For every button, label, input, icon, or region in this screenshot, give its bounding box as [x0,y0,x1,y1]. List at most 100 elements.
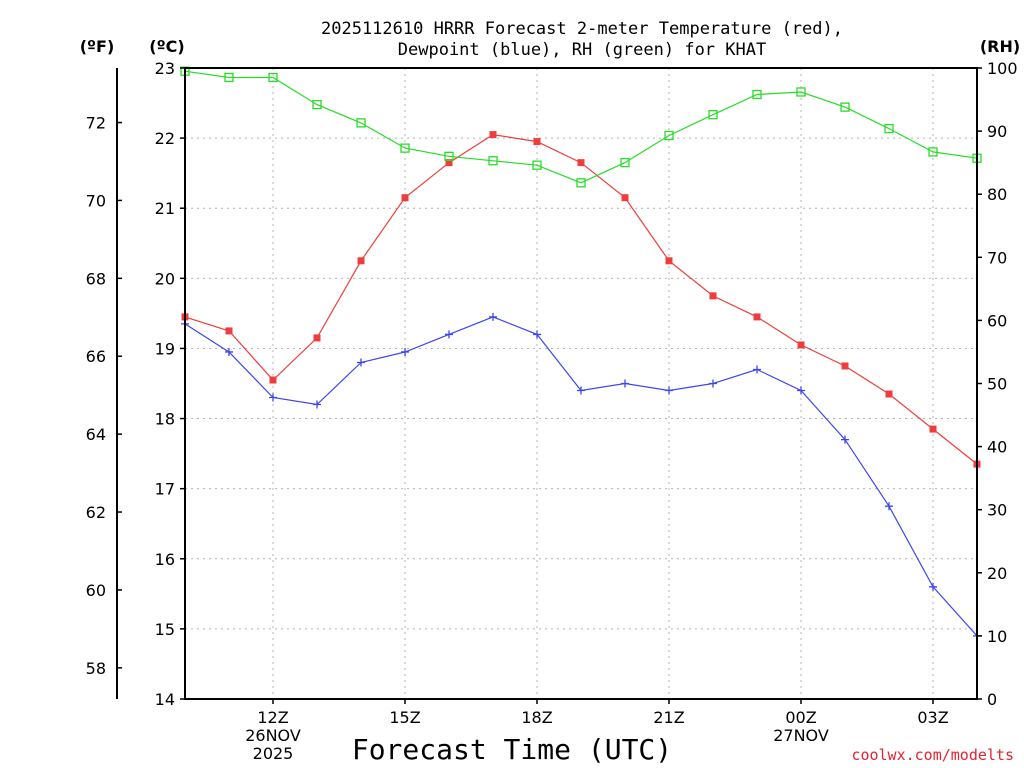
chart-title-line-1: 2025112610 HRRR Forecast 2-meter Tempera… [321,19,843,39]
rh-marker [620,157,630,168]
x-tick-date: 27NOV [773,726,829,745]
celsius-tick-label: 20 [155,269,175,288]
dewpoint-marker [533,330,541,339]
celsius-tick-label: 22 [155,129,175,148]
rh-tick-label: 10 [987,627,1007,646]
x-axis-title: Forecast Time (UTC) [352,733,672,766]
rh-tick-label: 30 [987,501,1007,520]
temperature-marker [577,159,585,167]
rh-tick-label: 50 [987,375,1007,394]
temperature-marker [709,292,717,300]
rh-marker [444,151,454,161]
rh-marker [488,156,498,166]
temperature-marker [225,327,233,335]
rh-marker [356,118,366,128]
dewpoint-marker [357,358,365,367]
rh-tick-label: 20 [987,564,1007,583]
celsius-tick-label: 17 [155,480,175,499]
dewpoint-marker [577,386,585,395]
celsius-tick-label: 21 [155,199,175,218]
dewpoint-marker [445,330,453,339]
fahrenheit-tick-label: 72 [86,114,106,133]
rh-marker [664,130,674,141]
rh-marker [224,72,234,83]
rh-marker [752,89,762,100]
temperature-marker [533,138,541,146]
dewpoint-marker [401,347,409,356]
x-tick-label: 18Z [521,708,552,727]
fahrenheit-tick-label: 58 [86,659,106,678]
rh-marker [884,123,894,134]
x-tick-year: 2025 [253,744,294,763]
dewpoint-marker [489,312,497,321]
x-tick-label: 15Z [389,708,420,727]
temperature-marker [445,159,453,167]
series-layer [180,66,982,640]
dewpoint-marker [665,386,673,395]
rh-marker [796,87,806,97]
temperature-marker [313,334,321,342]
x-tick-label: 12Z [257,708,288,727]
rh-marker [312,99,322,110]
temperature-marker [665,257,673,265]
fahrenheit-unit-label: (ºF) [80,37,115,56]
temperature-marker [621,194,629,202]
celsius-tick-label: 23 [155,59,175,78]
dewpoint-marker [709,379,717,388]
source-credit: coolwx.com/modelts [851,746,1014,764]
rh-marker [532,160,542,170]
dewpoint-marker [885,502,893,511]
dewpoint-marker [225,347,233,356]
rh-marker [708,110,718,120]
celsius-tick-label: 18 [155,410,175,429]
dewpoint-marker [929,582,937,591]
x-tick-label: 03Z [917,708,948,727]
dewpoint-series-line [184,316,978,637]
dewpoint-marker [269,393,277,402]
celsius-tick-label: 16 [155,550,175,569]
temperature-marker [753,313,761,321]
fahrenheit-tick-label: 66 [86,347,106,366]
temperature-marker [401,194,409,202]
rh-marker [840,102,850,112]
temperature-marker [269,376,277,384]
rh-tick-label: 40 [987,438,1007,457]
rh-series-line [184,70,978,184]
chart-title-line-2: Dewpoint (blue), RH (green) for KHAT [398,40,766,60]
dewpoint-marker [797,386,805,395]
temperature-series-line [184,133,978,465]
x-tick-date: 26NOV [245,726,301,745]
fahrenheit-tick-label: 68 [86,269,106,288]
celsius-tick-label: 19 [155,339,175,358]
rh-tick-label: 0 [987,690,997,709]
fahrenheit-tick-label: 64 [86,425,106,444]
rh-tick-label: 80 [987,185,1007,204]
temperature-marker [841,362,849,370]
fahrenheit-tick-label: 62 [86,503,106,522]
temperature-marker [929,425,937,433]
dewpoint-marker [753,365,761,374]
temperature-marker [489,131,497,139]
rh-marker [928,147,938,157]
rh-marker [268,72,278,83]
fahrenheit-tick-label: 60 [86,581,106,600]
rh-tick-label: 70 [987,248,1007,267]
rh-tick-label: 100 [987,59,1018,78]
rh-unit-label: (RH) [980,37,1020,56]
celsius-tick-label: 14 [155,690,175,709]
temperature-marker [885,390,893,398]
dewpoint-marker [621,379,629,388]
axes: 14 15 16 17 18 19 20 21 22 23 58 60 62 64 66 68 70 72 0 10 2… [86,59,1018,763]
x-tick-label: 21Z [653,708,684,727]
dewpoint-marker [313,400,321,409]
rh-marker [576,178,586,188]
celsius-tick-label: 15 [155,620,175,639]
dewpoint-marker [841,435,849,444]
temperature-marker [797,341,805,349]
rh-marker [400,143,410,153]
rh-tick-label: 90 [987,122,1007,141]
fahrenheit-tick-label: 70 [86,191,106,210]
temperature-marker [357,257,365,265]
celsius-unit-label: (ºC) [149,37,184,56]
